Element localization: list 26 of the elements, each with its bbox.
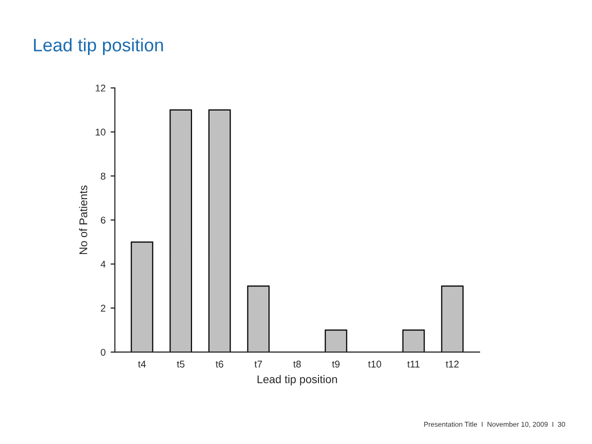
chart-title: Lead tip position — [34, 38, 163, 56]
y-tick-label: 8 — [100, 172, 106, 180]
x-tick-label: t6 — [216, 360, 224, 368]
bar — [170, 109, 192, 352]
x-tick-label: t12 — [446, 360, 459, 368]
y-tick-label: 12 — [96, 84, 106, 92]
x-tick-label: t4 — [138, 360, 146, 368]
x-tick-label: t8 — [293, 360, 301, 368]
x-tick-label: t5 — [176, 360, 184, 368]
bar — [208, 109, 231, 352]
x-tick-label: t7 — [254, 360, 262, 368]
x-tick-label: t11 — [407, 360, 420, 368]
y-tick-label: 2 — [100, 304, 106, 312]
y-tick-label: 4 — [100, 260, 106, 268]
y-tick-label: 0 — [100, 348, 106, 356]
y-tick-label: 10 — [96, 128, 106, 136]
x-axis-title: Lead tip position — [258, 375, 337, 386]
bar — [130, 241, 154, 352]
y-tick-label: 6 — [100, 216, 106, 224]
bar — [402, 330, 425, 352]
bar — [247, 285, 270, 352]
y-axis-title: No of Patients — [79, 186, 88, 254]
bar — [441, 285, 464, 352]
x-tick-label: t10 — [368, 360, 382, 368]
x-tick-label: t9 — [332, 360, 340, 368]
bar — [324, 330, 348, 352]
